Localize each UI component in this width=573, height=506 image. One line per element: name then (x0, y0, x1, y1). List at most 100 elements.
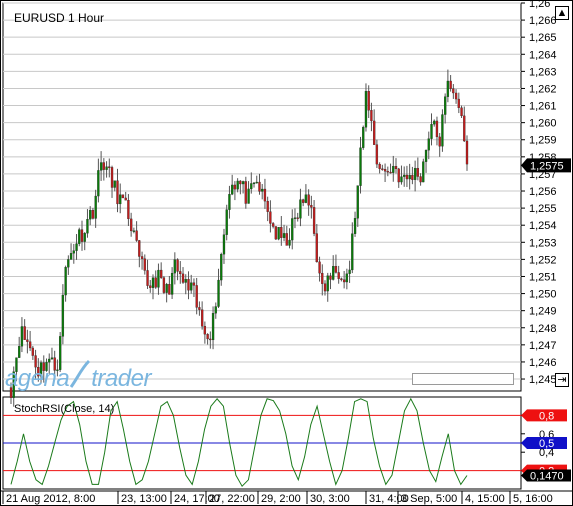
candle-body (170, 272, 174, 295)
candle-body (195, 285, 198, 308)
candle-body (209, 338, 212, 341)
candle-body (222, 234, 226, 255)
candle-body (94, 195, 97, 219)
candle-body (179, 271, 182, 275)
candle-body (367, 91, 370, 111)
candle-body (135, 230, 138, 241)
candle-body (280, 227, 283, 238)
price-tick-label: 1,265 (529, 32, 557, 44)
price-tick-label: 1,246 (529, 357, 557, 369)
candle-body (337, 272, 340, 279)
candle-body (143, 258, 146, 271)
candle-body (203, 326, 207, 335)
candle-body (362, 127, 365, 148)
candle-body (165, 284, 168, 293)
price-tick-label: 1,260 (529, 118, 557, 130)
candle-body (69, 253, 73, 260)
candle-body (392, 166, 395, 173)
candle-body (214, 306, 217, 314)
candle-body (321, 272, 324, 284)
candle-body (31, 347, 34, 356)
candle-body (310, 205, 313, 208)
candle-body (132, 230, 136, 232)
candle-body (26, 339, 29, 342)
candle-body (228, 194, 231, 210)
candle-body (465, 140, 469, 165)
oscillator-current-label: 0,1470 (530, 470, 564, 482)
candle-body (247, 188, 250, 204)
candle-body (296, 217, 299, 219)
candle-body (157, 269, 160, 288)
candle-body (78, 229, 81, 244)
candle-body (121, 194, 125, 199)
candle-body (206, 334, 209, 340)
oscillator-level-label: 0,5 (539, 438, 554, 450)
candle-body (291, 218, 294, 241)
candle-body (351, 233, 354, 271)
candle-body (373, 120, 376, 145)
candle-body (307, 194, 310, 206)
oscillator-current-tag (521, 469, 571, 482)
candle-body (200, 309, 204, 327)
candle-body (400, 176, 403, 183)
candle-body (67, 259, 70, 268)
candle-body (99, 162, 103, 171)
candle-body (419, 176, 422, 183)
candle-body (255, 181, 258, 184)
candle-body (61, 294, 65, 337)
candle-body (28, 341, 32, 349)
candle-body (356, 185, 359, 219)
chart-title: EURUSD 1 Hour (14, 11, 105, 25)
candle-body (241, 181, 245, 185)
candle-body (408, 175, 411, 180)
candle-body (340, 278, 343, 280)
time-tick-label: 21 Aug 2012, 8:00 (6, 493, 95, 505)
candle-body (332, 266, 335, 280)
candle-body (446, 80, 450, 97)
candle-body (149, 285, 152, 288)
scroll-up-button[interactable]: ▲ (555, 6, 569, 20)
candle-body (460, 107, 463, 117)
candle-body (72, 250, 75, 254)
candle-body (389, 171, 392, 174)
candle-body (97, 170, 100, 197)
candle-body (381, 168, 384, 170)
price-tick-label: 1,254 (529, 220, 557, 232)
price-tick-label: 1,249 (529, 306, 557, 318)
scroll-to-end-button[interactable]: ⇥ (555, 373, 569, 387)
candle-body (405, 174, 409, 180)
price-tick-label: 1,251 (529, 271, 557, 283)
candle-body (364, 91, 368, 128)
candle-body (48, 358, 51, 363)
candle-body (80, 229, 84, 242)
candle-body (411, 175, 414, 180)
candle-body (457, 98, 460, 108)
candle-body (154, 277, 157, 288)
candle-body (269, 211, 272, 224)
candle-body (261, 188, 264, 192)
candle-body (244, 181, 247, 204)
candle-body (413, 168, 417, 180)
candle-body (91, 210, 95, 219)
agena-trader-logo: agena trader (5, 356, 151, 393)
candle-body (271, 223, 275, 227)
candle-body (263, 188, 267, 202)
candle-body (397, 168, 400, 183)
oscillator-label: StochRSI(Close, 14) (14, 403, 115, 415)
candle-body (288, 239, 291, 246)
candle-body (146, 270, 149, 286)
candle-body (318, 261, 321, 274)
candle-body (20, 326, 24, 347)
price-tick-label: 1,247 (529, 340, 557, 352)
candle-body (34, 355, 37, 368)
candle-body (105, 166, 108, 170)
time-tick-label: 24, 17:00 (174, 493, 220, 505)
candle-body (140, 256, 144, 259)
candle-body (184, 279, 187, 283)
logo-text-left: agena (5, 365, 70, 392)
logo-mark-icon (69, 359, 91, 389)
chart-scrollbar[interactable] (412, 373, 514, 385)
price-tick-label: 1,253 (529, 237, 557, 249)
candle-body (315, 233, 318, 263)
